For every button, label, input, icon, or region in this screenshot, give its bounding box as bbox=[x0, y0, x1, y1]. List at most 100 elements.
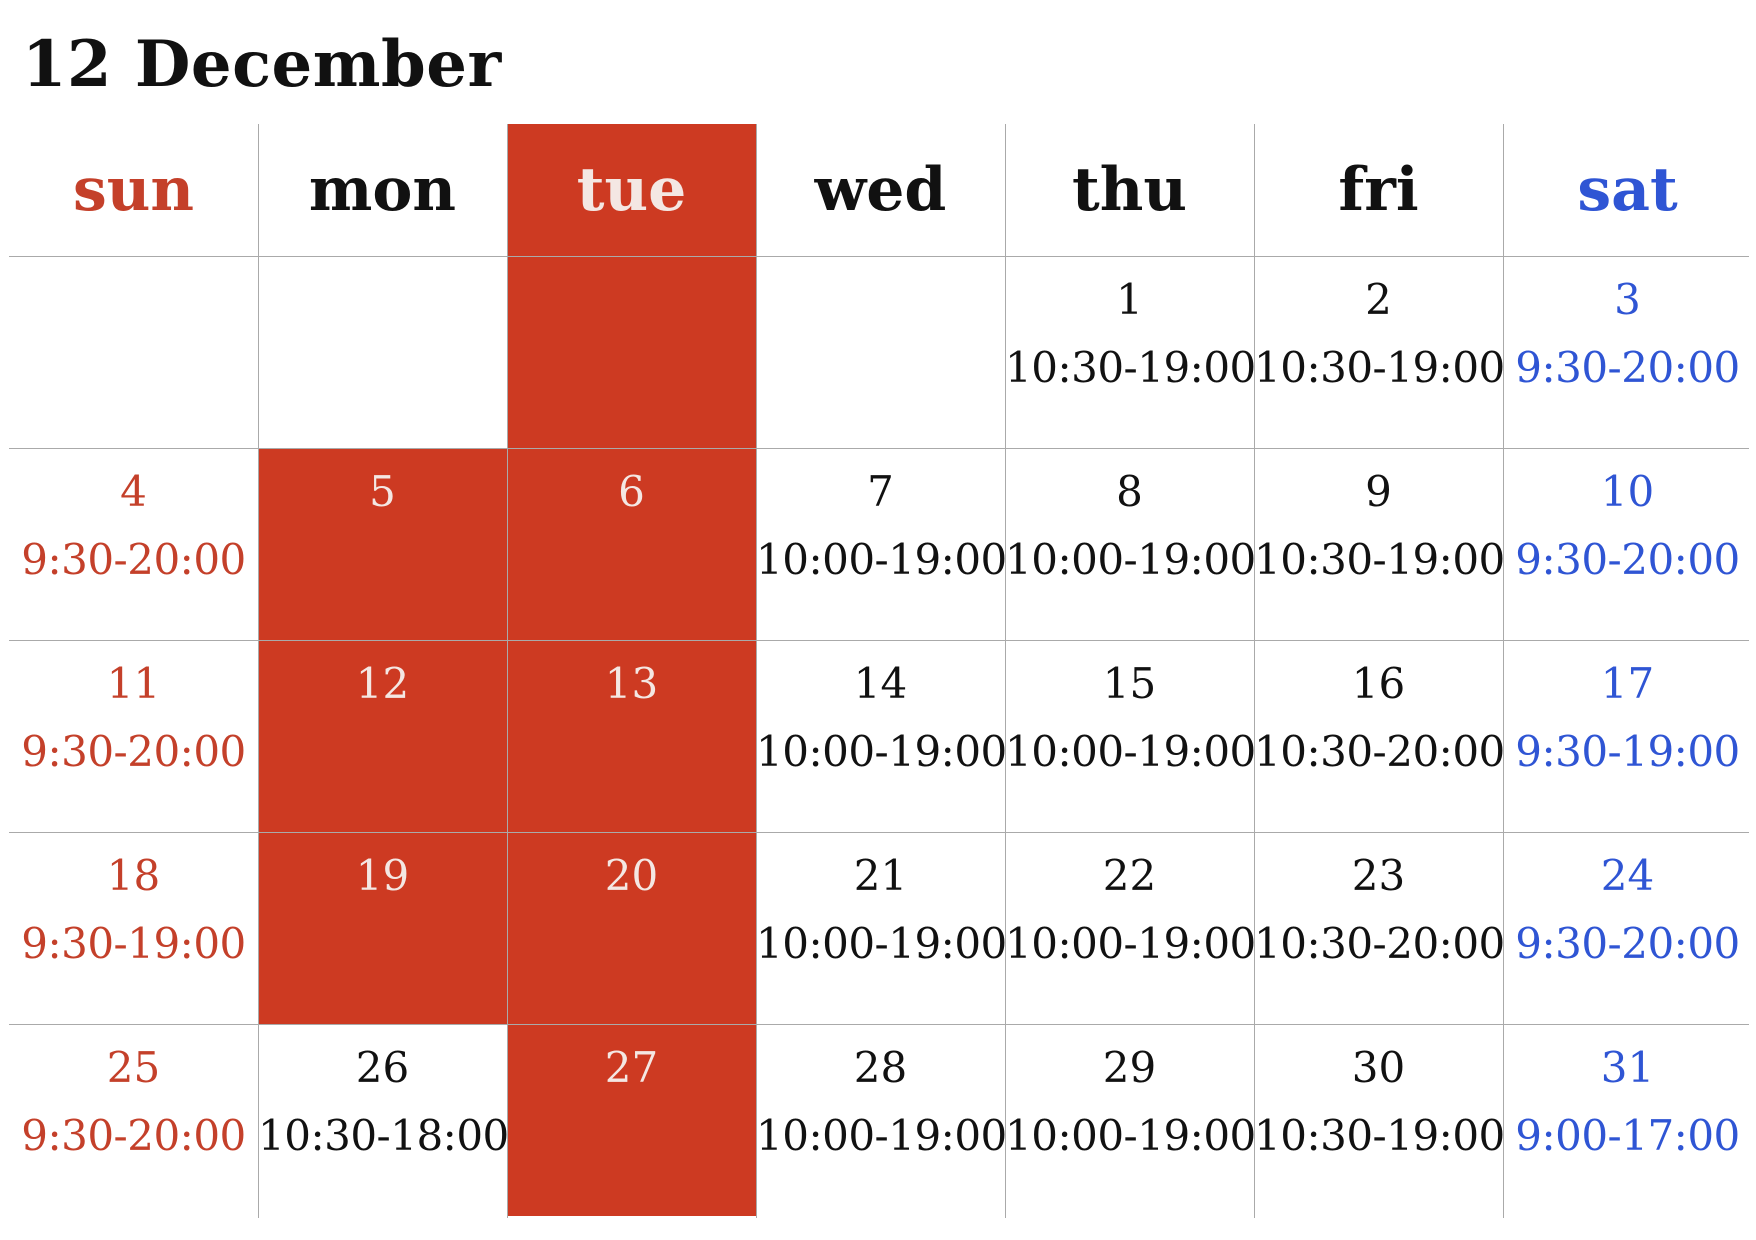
day-cell-empty bbox=[507, 256, 756, 448]
opening-hours: 9:00-17:00 bbox=[1515, 1111, 1740, 1160]
day-number: 16 bbox=[1351, 659, 1406, 708]
opening-hours: 10:00-19:00 bbox=[756, 727, 1007, 776]
day-cell-12[interactable]: 12 bbox=[258, 640, 507, 832]
opening-hours: 10:00-19:00 bbox=[756, 919, 1007, 968]
day-cell-4[interactable]: 4 9:30-20:00 bbox=[9, 448, 258, 640]
day-number: 23 bbox=[1351, 851, 1406, 900]
day-number: 22 bbox=[1102, 851, 1157, 900]
day-number: 19 bbox=[355, 851, 410, 900]
weekday-header-sun: sun bbox=[72, 155, 195, 225]
opening-hours: 10:00-19:00 bbox=[1005, 535, 1256, 584]
day-cell-25[interactable]: 25 9:30-20:00 bbox=[9, 1024, 258, 1216]
day-cell-27[interactable]: 27 bbox=[507, 1024, 756, 1216]
weekday-header-tue: tue bbox=[507, 124, 756, 256]
day-cell-empty bbox=[258, 256, 507, 448]
day-number: 17 bbox=[1600, 659, 1655, 708]
day-cell-22[interactable]: 22 10:00-19:00 bbox=[1005, 832, 1256, 1024]
day-number: 24 bbox=[1600, 851, 1655, 900]
weekday-header-fri: fri bbox=[1338, 155, 1419, 225]
opening-hours: 10:30-18:00 bbox=[258, 1111, 509, 1160]
day-cell-20[interactable]: 20 bbox=[507, 832, 756, 1024]
day-number: 29 bbox=[1102, 1043, 1157, 1092]
day-cell-11[interactable]: 11 9:30-20:00 bbox=[9, 640, 258, 832]
day-cell-18[interactable]: 18 9:30-19:00 bbox=[9, 832, 258, 1024]
grid-row-divider bbox=[9, 640, 1749, 641]
day-cell-7[interactable]: 7 10:00-19:00 bbox=[756, 448, 1007, 640]
day-number: 30 bbox=[1351, 1043, 1406, 1092]
day-cell-2[interactable]: 2 10:30-19:00 bbox=[1254, 256, 1505, 448]
day-cell-23[interactable]: 23 10:30-20:00 bbox=[1254, 832, 1505, 1024]
day-cell-26[interactable]: 26 10:30-18:00 bbox=[258, 1024, 509, 1216]
weekday-header-wed: wed bbox=[814, 155, 947, 225]
grid-column-divider bbox=[507, 124, 508, 1218]
day-number: 7 bbox=[867, 467, 894, 516]
weekday-header-sat: sat bbox=[1577, 155, 1678, 225]
day-number: 21 bbox=[853, 851, 908, 900]
day-number: 15 bbox=[1102, 659, 1157, 708]
opening-hours: 9:30-20:00 bbox=[21, 535, 246, 584]
day-cell-14[interactable]: 14 10:00-19:00 bbox=[756, 640, 1007, 832]
day-cell-29[interactable]: 29 10:00-19:00 bbox=[1005, 1024, 1256, 1216]
day-number: 9 bbox=[1365, 467, 1392, 516]
day-cell-3[interactable]: 3 9:30-20:00 bbox=[1503, 256, 1752, 448]
day-cell-24[interactable]: 24 9:30-20:00 bbox=[1503, 832, 1752, 1024]
day-cell-empty bbox=[9, 256, 258, 448]
day-cell-30[interactable]: 30 10:30-19:00 bbox=[1254, 1024, 1505, 1216]
day-number: 26 bbox=[355, 1043, 410, 1092]
opening-hours: 10:30-19:00 bbox=[1254, 343, 1505, 392]
grid-column-divider bbox=[1005, 124, 1006, 1218]
day-number: 14 bbox=[853, 659, 908, 708]
day-number: 8 bbox=[1116, 467, 1143, 516]
grid-column-divider bbox=[258, 124, 259, 1218]
day-number: 6 bbox=[618, 467, 645, 516]
opening-hours: 9:30-19:00 bbox=[1515, 727, 1740, 776]
opening-hours: 10:00-19:00 bbox=[1005, 919, 1256, 968]
grid-row-divider bbox=[9, 1024, 1749, 1025]
grid-column-divider bbox=[1503, 124, 1504, 1218]
grid-column-divider bbox=[1254, 124, 1255, 1218]
day-number: 5 bbox=[369, 467, 396, 516]
day-cell-31[interactable]: 31 9:00-17:00 bbox=[1503, 1024, 1752, 1216]
day-number: 28 bbox=[853, 1043, 908, 1092]
day-cell-13[interactable]: 13 bbox=[507, 640, 756, 832]
opening-hours: 9:30-20:00 bbox=[1515, 343, 1740, 392]
opening-hours: 10:30-20:00 bbox=[1254, 919, 1505, 968]
day-number: 20 bbox=[604, 851, 659, 900]
day-cell-16[interactable]: 16 10:30-20:00 bbox=[1254, 640, 1505, 832]
day-number: 2 bbox=[1365, 275, 1392, 324]
day-number: 1 bbox=[1116, 275, 1143, 324]
day-number: 27 bbox=[604, 1043, 659, 1092]
day-cell-8[interactable]: 8 10:00-19:00 bbox=[1005, 448, 1256, 640]
day-number: 31 bbox=[1600, 1043, 1655, 1092]
day-cell-28[interactable]: 28 10:00-19:00 bbox=[756, 1024, 1007, 1216]
day-number: 18 bbox=[106, 851, 161, 900]
opening-hours: 9:30-19:00 bbox=[21, 919, 246, 968]
weekday-header-thu: thu bbox=[1072, 155, 1187, 225]
day-cell-21[interactable]: 21 10:00-19:00 bbox=[756, 832, 1007, 1024]
day-number: 25 bbox=[106, 1043, 161, 1092]
opening-hours: 10:00-19:00 bbox=[1005, 727, 1256, 776]
day-cell-19[interactable]: 19 bbox=[258, 832, 507, 1024]
grid-row-divider bbox=[9, 832, 1749, 833]
day-cell-empty bbox=[756, 256, 1005, 448]
opening-hours: 10:30-19:00 bbox=[1254, 535, 1505, 584]
opening-hours: 10:30-19:00 bbox=[1005, 343, 1256, 392]
opening-hours: 10:30-19:00 bbox=[1254, 1111, 1505, 1160]
day-cell-10[interactable]: 10 9:30-20:00 bbox=[1503, 448, 1752, 640]
day-number: 13 bbox=[604, 659, 659, 708]
day-cell-17[interactable]: 17 9:30-19:00 bbox=[1503, 640, 1752, 832]
opening-hours: 10:00-19:00 bbox=[1005, 1111, 1256, 1160]
opening-hours: 9:30-20:00 bbox=[1515, 535, 1740, 584]
opening-hours: 10:00-19:00 bbox=[756, 1111, 1007, 1160]
opening-hours: 10:00-19:00 bbox=[756, 535, 1007, 584]
grid-row-divider bbox=[9, 256, 1749, 257]
day-cell-1[interactable]: 1 10:30-19:00 bbox=[1005, 256, 1256, 448]
day-cell-15[interactable]: 15 10:00-19:00 bbox=[1005, 640, 1256, 832]
day-number: 4 bbox=[120, 467, 147, 516]
day-cell-5[interactable]: 5 bbox=[258, 448, 507, 640]
day-cell-6[interactable]: 6 bbox=[507, 448, 756, 640]
day-number: 3 bbox=[1614, 275, 1641, 324]
day-cell-9[interactable]: 9 10:30-19:00 bbox=[1254, 448, 1505, 640]
grid-row-divider bbox=[9, 448, 1749, 449]
weekday-header-mon: mon bbox=[308, 155, 457, 225]
